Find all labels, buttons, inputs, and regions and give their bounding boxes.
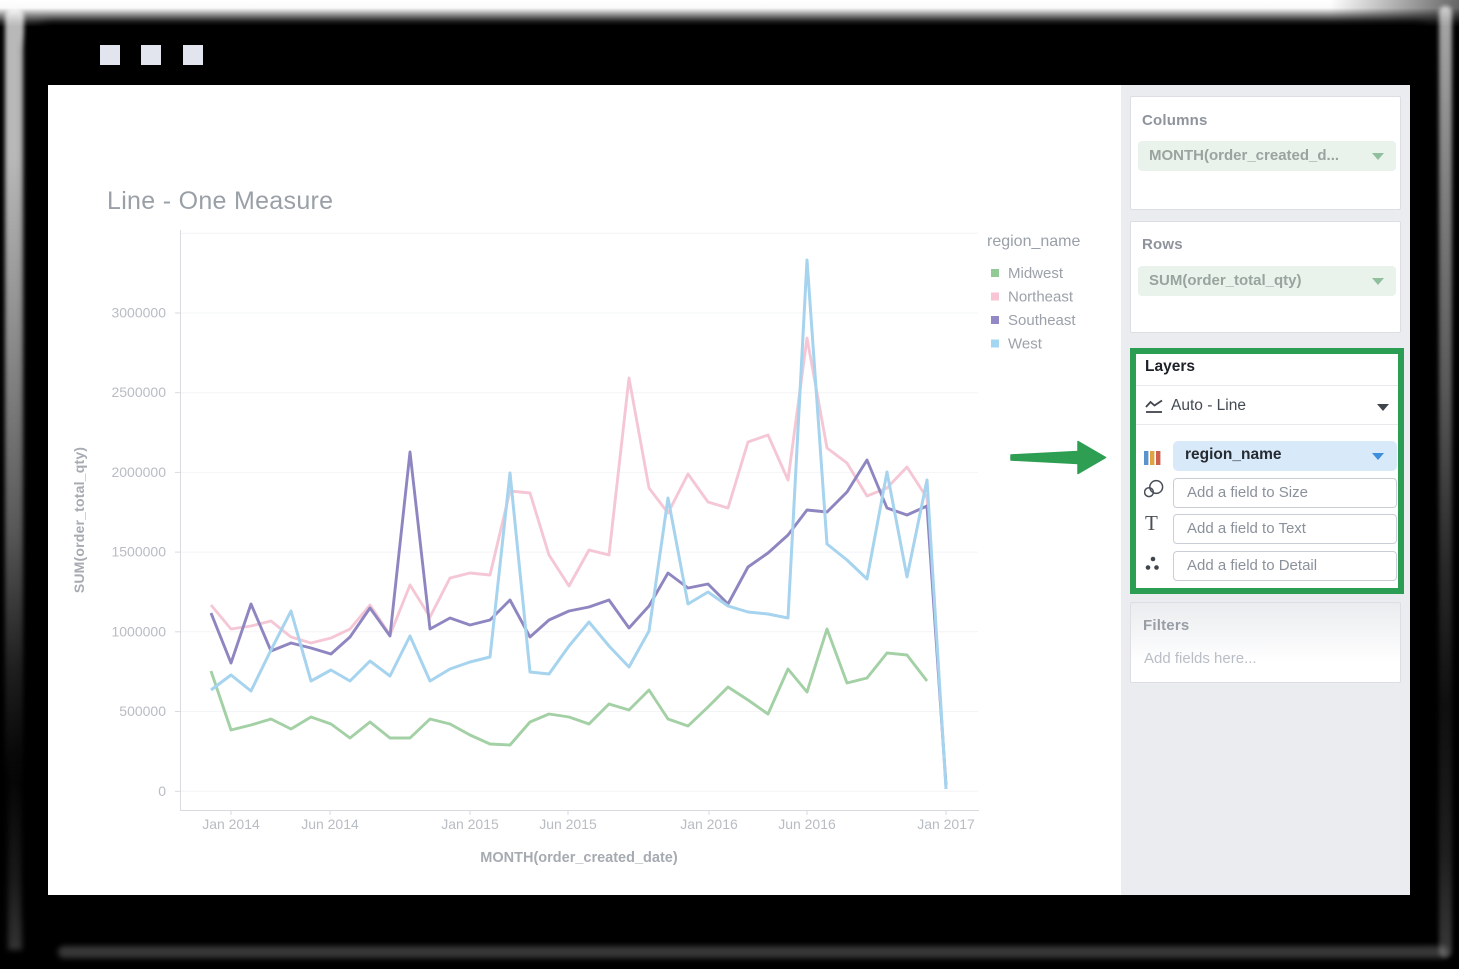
svg-text:region_name: region_name (987, 233, 1081, 250)
svg-text:500000: 500000 (119, 703, 166, 719)
svg-text:Jan 2017: Jan 2017 (917, 816, 975, 832)
svg-text:Jan 2014: Jan 2014 (202, 816, 260, 832)
svg-text:2500000: 2500000 (111, 384, 166, 400)
svg-text:West: West (1008, 336, 1043, 353)
svg-text:Jan 2015: Jan 2015 (441, 816, 499, 832)
svg-text:Line - One Measure: Line - One Measure (107, 187, 333, 215)
svg-text:2000000: 2000000 (111, 464, 166, 480)
svg-text:Jun 2015: Jun 2015 (539, 816, 597, 832)
svg-text:MONTH(order_created_date): MONTH(order_created_date) (480, 850, 678, 866)
svg-text:1500000: 1500000 (111, 544, 166, 560)
svg-text:Southeast: Southeast (1008, 312, 1076, 329)
svg-text:0: 0 (158, 783, 166, 799)
svg-text:1000000: 1000000 (111, 623, 166, 639)
svg-text:Jun 2016: Jun 2016 (778, 816, 836, 832)
svg-text:Jun 2014: Jun 2014 (301, 816, 359, 832)
svg-text:SUM(order_total_qty): SUM(order_total_qty) (71, 447, 87, 593)
svg-text:3000000: 3000000 (111, 305, 166, 321)
svg-text:Midwest: Midwest (1008, 265, 1064, 282)
svg-text:Northeast: Northeast (1008, 289, 1074, 306)
svg-text:Jan 2016: Jan 2016 (680, 816, 738, 832)
